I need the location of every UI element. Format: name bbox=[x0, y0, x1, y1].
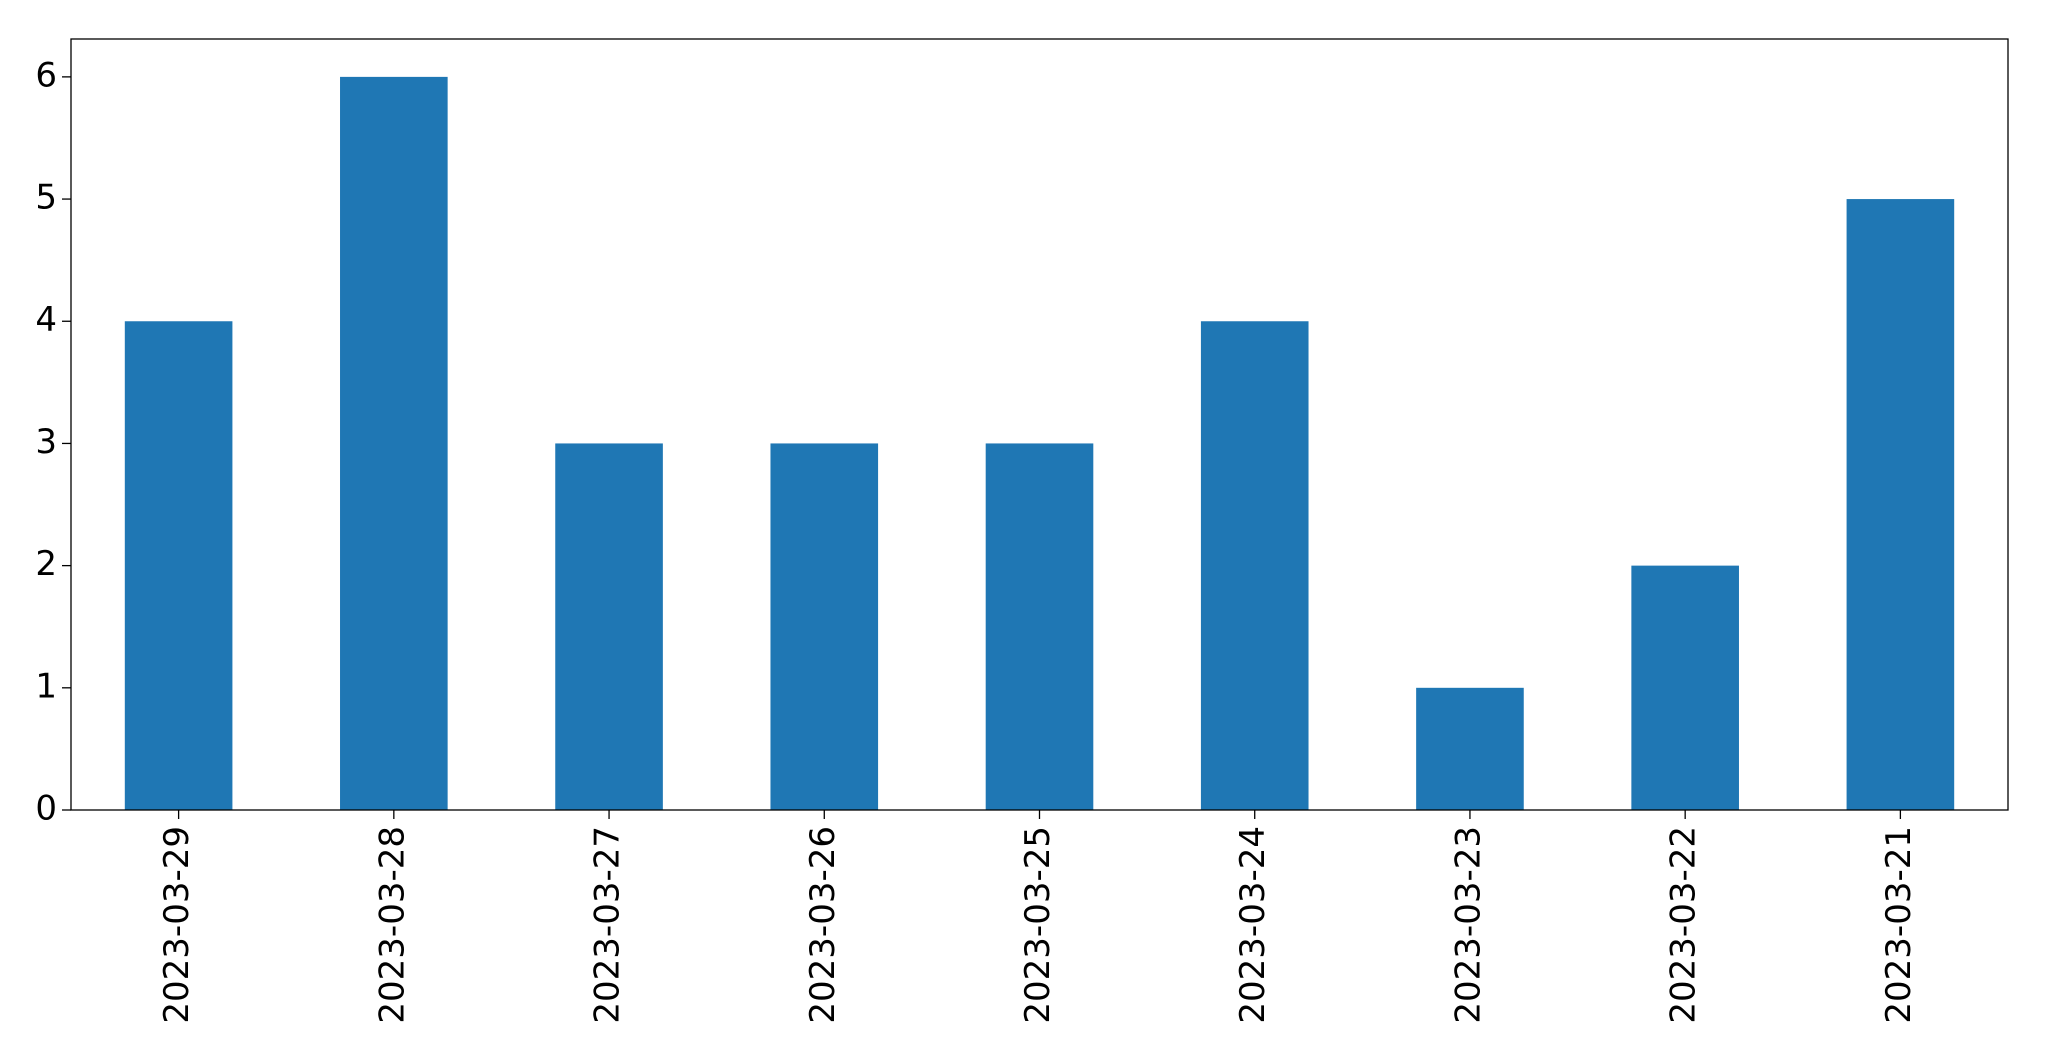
bar bbox=[124, 321, 233, 810]
bar bbox=[770, 443, 879, 810]
x-tick-label: 2023-03-24 bbox=[1233, 826, 1273, 1024]
x-tick-label: 2023-03-29 bbox=[157, 826, 197, 1024]
x-tick-label: 2023-03-27 bbox=[588, 826, 628, 1024]
bar bbox=[1846, 199, 1955, 811]
y-tick-label: 0 bbox=[35, 789, 57, 829]
bar bbox=[340, 76, 448, 810]
bar bbox=[555, 443, 663, 810]
x-tick-label: 2023-03-26 bbox=[803, 826, 843, 1024]
bar bbox=[1416, 687, 1524, 810]
plot-frame bbox=[70, 38, 2009, 811]
x-tick-label: 2023-03-23 bbox=[1448, 826, 1488, 1024]
x-tick-label: 2023-03-21 bbox=[1879, 826, 1919, 1024]
y-tick-label: 2 bbox=[35, 544, 57, 584]
y-tick-label: 4 bbox=[35, 300, 57, 340]
y-tick-label: 5 bbox=[35, 178, 57, 218]
y-tick-label: 6 bbox=[35, 55, 57, 95]
y-tick-label: 1 bbox=[35, 666, 57, 706]
x-tick-label: 2023-03-22 bbox=[1664, 826, 1704, 1024]
y-tick-label: 3 bbox=[35, 422, 57, 462]
x-tick-label: 2023-03-25 bbox=[1018, 826, 1058, 1024]
bar bbox=[1631, 565, 1739, 810]
bar bbox=[985, 443, 1094, 810]
x-tick-label: 2023-03-28 bbox=[372, 826, 412, 1024]
bar bbox=[1200, 321, 1309, 810]
